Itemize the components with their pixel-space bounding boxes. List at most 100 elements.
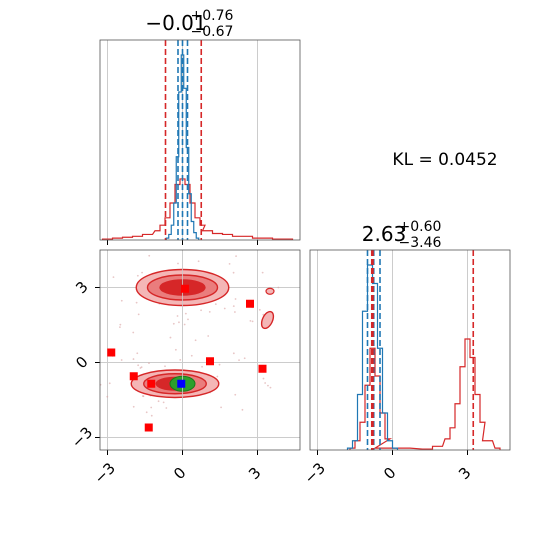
red-marker-1 bbox=[129, 372, 138, 381]
sample-point bbox=[136, 352, 139, 355]
sample-point bbox=[137, 313, 140, 316]
sample-point bbox=[220, 406, 222, 409]
sample-point bbox=[232, 271, 235, 274]
sample-point bbox=[251, 320, 254, 323]
sample-point bbox=[249, 320, 252, 322]
sample-point bbox=[150, 414, 153, 417]
sample-point bbox=[184, 312, 187, 315]
xtick-label: 0 bbox=[170, 464, 189, 483]
blue-marker bbox=[177, 379, 186, 388]
sample-point bbox=[243, 357, 246, 360]
ytick-label: 3 bbox=[72, 278, 91, 297]
sample-point bbox=[162, 401, 165, 404]
sample-point bbox=[223, 307, 226, 310]
sample-point bbox=[132, 358, 135, 360]
sample-point bbox=[187, 318, 189, 321]
title-param-2: 2.63 bbox=[362, 222, 407, 246]
sample-point bbox=[142, 395, 145, 398]
plot-content bbox=[99, 40, 501, 450]
sample-point bbox=[150, 406, 153, 409]
title-param-2-sub: −3.46 bbox=[399, 235, 442, 251]
xtick-label: 0 bbox=[380, 464, 399, 483]
title-param-2-sup: +0.60 bbox=[399, 219, 442, 235]
sample-point bbox=[183, 323, 186, 326]
sample-point bbox=[172, 322, 175, 325]
contour-outlier-2 bbox=[265, 287, 275, 295]
sample-point bbox=[218, 363, 221, 366]
sample-point bbox=[216, 375, 219, 378]
sample-point bbox=[197, 260, 200, 263]
title-param-1: −0.01 bbox=[145, 11, 206, 35]
hist2-red bbox=[349, 338, 501, 450]
sample-point bbox=[148, 362, 150, 365]
sample-point bbox=[194, 339, 197, 342]
xtick-label: 3 bbox=[245, 464, 264, 483]
red-marker-4 bbox=[206, 357, 214, 366]
sample-point bbox=[165, 407, 168, 409]
sample-point bbox=[258, 308, 261, 311]
sample-point bbox=[141, 271, 143, 274]
title-param-1-sup: +0.76 bbox=[191, 8, 234, 24]
panel-frame-0 bbox=[99, 39, 301, 241]
sample-point bbox=[234, 393, 237, 396]
sample-point bbox=[148, 254, 151, 257]
red-marker-7 bbox=[181, 284, 189, 293]
sample-point bbox=[269, 386, 272, 389]
panel-frame-2 bbox=[309, 249, 511, 451]
contour-outlier bbox=[260, 310, 275, 330]
sample-point bbox=[267, 384, 269, 387]
hist2-blue bbox=[346, 264, 399, 450]
sample-point bbox=[132, 405, 135, 408]
sample-point bbox=[214, 303, 217, 306]
sample-point bbox=[140, 366, 143, 369]
sample-point bbox=[232, 305, 235, 308]
sample-point bbox=[200, 309, 202, 312]
red-marker-0 bbox=[107, 348, 116, 357]
sample-point bbox=[106, 395, 109, 398]
sample-point bbox=[135, 301, 138, 304]
sample-point bbox=[233, 311, 236, 313]
sample-point bbox=[137, 364, 140, 367]
panel-titles: −0.01+0.76−0.67 2.63+0.60−3.46 bbox=[145, 8, 441, 251]
title-param-1-sub: −0.67 bbox=[191, 24, 234, 40]
hist1-red bbox=[101, 178, 294, 240]
red-marker-2 bbox=[147, 379, 156, 388]
sample-point bbox=[190, 354, 193, 357]
sample-point bbox=[241, 408, 244, 411]
sample-point bbox=[164, 365, 166, 368]
sample-point bbox=[264, 382, 267, 384]
sample-point bbox=[120, 359, 123, 361]
sample-point bbox=[157, 400, 160, 403]
sample-point bbox=[262, 377, 265, 380]
sample-point bbox=[145, 411, 148, 414]
sample-point bbox=[119, 323, 122, 326]
kl-annotation: KL = 0.0452 bbox=[392, 150, 497, 170]
sample-point bbox=[108, 382, 111, 385]
sample-point bbox=[169, 336, 172, 339]
red-marker-5 bbox=[246, 299, 254, 308]
sample-point bbox=[238, 359, 240, 362]
sample-point bbox=[112, 276, 115, 279]
sample-point bbox=[178, 321, 180, 324]
sample-point bbox=[277, 286, 280, 289]
sample-point bbox=[119, 326, 121, 329]
sample-point bbox=[201, 365, 203, 368]
sample-point bbox=[177, 262, 179, 265]
xtick-label: 3 bbox=[455, 464, 474, 483]
panel-frame-1 bbox=[99, 249, 301, 451]
red-marker-3 bbox=[144, 423, 153, 432]
sample-point bbox=[132, 331, 135, 334]
xtick-label: −3 bbox=[301, 459, 329, 487]
red-marker-6 bbox=[258, 364, 267, 373]
sample-point bbox=[176, 315, 179, 317]
sample-point bbox=[234, 298, 237, 300]
title-param-1-value: −0.01 bbox=[145, 11, 206, 35]
sample-point bbox=[228, 263, 231, 265]
sample-point bbox=[261, 271, 264, 274]
sample-point bbox=[208, 310, 211, 313]
sample-point bbox=[207, 335, 210, 337]
xtick-label: −3 bbox=[91, 459, 119, 487]
title-param-2-value: 2.63 bbox=[362, 222, 407, 246]
ytick-label: 0 bbox=[72, 353, 91, 372]
